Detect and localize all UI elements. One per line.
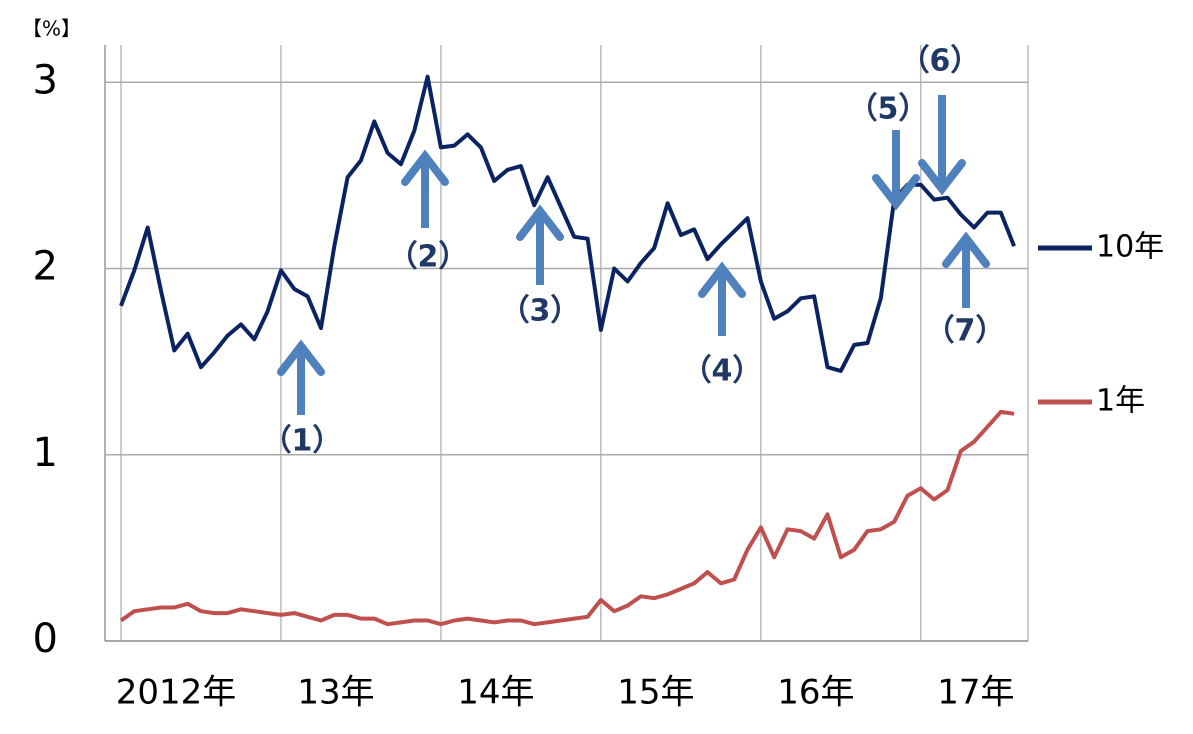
x-tick-label: 15年 (617, 673, 694, 713)
annotation-arrow-head (277, 339, 325, 376)
annotation-label: （6） (900, 44, 981, 79)
legend-label: 1年 (1096, 384, 1145, 419)
x-tick-label: 13年 (297, 673, 374, 713)
annotation-label: （2） (388, 240, 469, 275)
annotation-label: （7） (925, 314, 1006, 349)
y-tick-label: 3 (33, 57, 58, 103)
annotation-label: （1） (262, 424, 343, 459)
annotation-arrow-head (918, 159, 966, 196)
y-tick-label: 1 (33, 430, 58, 476)
series-line (119, 74, 1016, 373)
annotation-arrow-head (401, 149, 449, 186)
annotation-label: （5） (848, 92, 929, 127)
x-tick-label: 14年 (457, 673, 534, 713)
y-tick-label: 0 (33, 616, 58, 662)
y-unit-label: 【%】 (22, 17, 81, 41)
annotation-arrow-head (698, 261, 746, 298)
annotation-label: （4） (682, 354, 763, 389)
annotation-arrow-head (942, 231, 990, 268)
legend-label: 10年 (1096, 230, 1164, 265)
x-tick-label: 16年 (777, 673, 854, 713)
annotation-arrow-head (872, 174, 920, 211)
x-tick-label: 2012年 (116, 673, 237, 713)
y-tick-label: 2 (33, 244, 58, 290)
annotation-label: （3） (500, 294, 581, 329)
series-line (119, 409, 1015, 627)
x-tick-label: 17年 (937, 673, 1014, 713)
annotation-arrow-head (516, 204, 564, 241)
